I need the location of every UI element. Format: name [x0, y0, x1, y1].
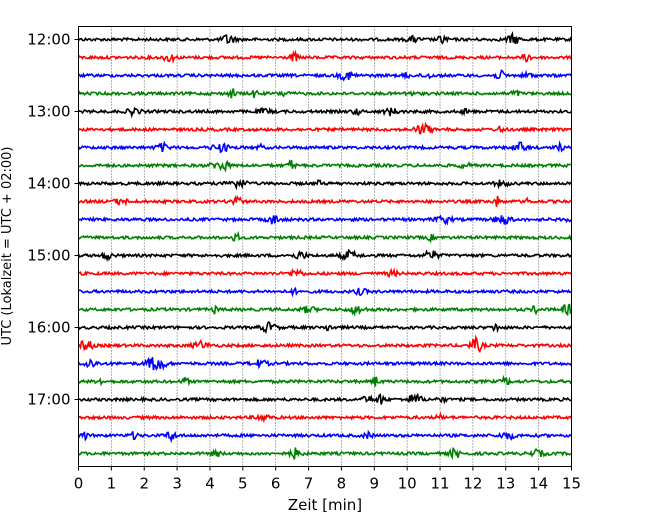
trace-line: [77, 411, 573, 424]
x-tick-label: 13: [496, 475, 515, 493]
plot-frame: [78, 26, 572, 467]
x-tick-label: 4: [205, 475, 215, 493]
x-tick-label: 6: [271, 475, 281, 493]
x-tick-label: 14: [529, 475, 548, 493]
trace-line: [77, 158, 572, 173]
trace-line: [77, 320, 572, 335]
x-tick-label: 2: [139, 475, 149, 493]
seismic-traces: [77, 30, 573, 461]
y-axis-label: UTC (Lokalzeit = UTC + 02:00): [0, 147, 15, 346]
trace-line: [77, 214, 573, 226]
trace-line: [77, 374, 573, 387]
grid-lines: [111, 26, 539, 467]
trace-line: [78, 286, 572, 298]
trace-line: [77, 88, 573, 99]
x-tick-label: 12: [463, 475, 482, 493]
x-tick-label: 10: [398, 475, 417, 493]
trace-line: [77, 429, 573, 444]
trace-line: [77, 356, 573, 371]
trace-line: [77, 446, 572, 461]
x-tick-label: 7: [304, 475, 314, 493]
x-tick-label: 1: [107, 475, 117, 493]
trace-line: [78, 106, 573, 119]
y-tick-label: 13:00: [27, 103, 70, 121]
y-tick-label: 12:00: [27, 31, 70, 49]
trace-line: [78, 267, 573, 279]
trace-line: [78, 303, 572, 317]
x-tick-label: 5: [238, 475, 248, 493]
trace-line: [78, 194, 572, 207]
trace-line: [78, 69, 573, 82]
x-tick-label: 9: [370, 475, 380, 493]
y-tick-label: 15:00: [27, 247, 70, 265]
x-tick-label: 8: [337, 475, 347, 493]
trace-line: [77, 230, 573, 244]
x-tick-label: 3: [172, 475, 182, 493]
y-tick-label: 14:00: [27, 175, 70, 193]
x-tick-label: 15: [562, 475, 581, 493]
x-axis-label: Zeit [min]: [288, 496, 362, 514]
x-axis-ticks: 0 1 2 3 4 5 6 7 8 9 10 11 12 13 14 15: [74, 466, 581, 493]
trace-line: [77, 140, 573, 154]
trace-line: [78, 178, 572, 191]
trace-line: [77, 248, 573, 263]
trace-line: [77, 334, 572, 354]
y-tick-label: 16:00: [27, 319, 70, 337]
trace-line: [77, 30, 573, 45]
x-tick-label: 0: [74, 475, 84, 493]
trace-line: [77, 121, 573, 135]
y-axis-ticks: 12:00 13:00 14:00 15:00 16:00 17:00: [27, 31, 79, 409]
x-tick-label: 11: [430, 475, 449, 493]
y-tick-label: 17:00: [27, 391, 70, 409]
trace-line: [78, 392, 572, 405]
trace-line: [77, 49, 572, 65]
